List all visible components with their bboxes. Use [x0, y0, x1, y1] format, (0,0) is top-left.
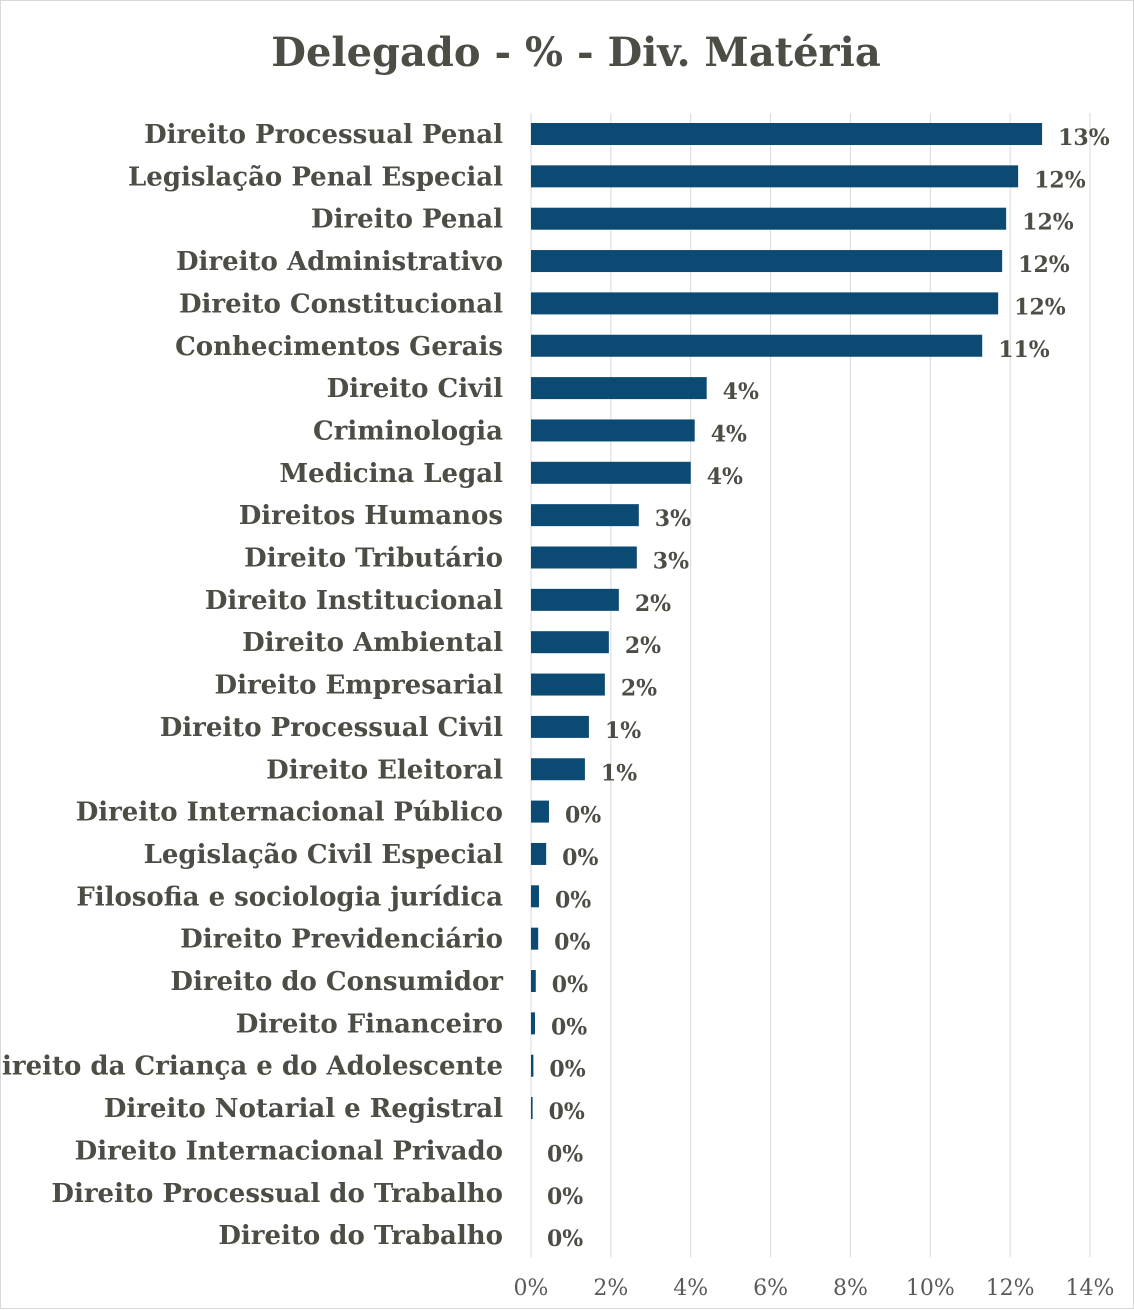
bar — [531, 927, 539, 950]
bar — [531, 970, 536, 992]
data-label: 3% — [653, 549, 689, 575]
bar — [531, 885, 539, 908]
category-label: Conhecimentos Gerais — [175, 332, 503, 362]
data-label: 12% — [1018, 252, 1070, 278]
bar — [531, 123, 1043, 145]
bar — [531, 250, 1003, 273]
data-label: 2% — [635, 591, 671, 617]
data-label: 13% — [1058, 125, 1110, 151]
data-label: 12% — [1014, 294, 1066, 320]
data-label: 2% — [625, 633, 661, 659]
category-label: Direito Eleitoral — [266, 755, 503, 785]
data-label: 0% — [547, 1184, 583, 1210]
category-label: Direito Empresarial — [215, 671, 504, 701]
category-label: Direito Civil — [327, 374, 503, 404]
x-tick-label: 10% — [906, 1276, 955, 1301]
data-label: 0% — [547, 1226, 583, 1252]
data-label: 0% — [565, 803, 601, 829]
x-tick-label: 6% — [753, 1276, 788, 1301]
category-label: Direito Tributário — [244, 544, 503, 574]
data-label: 3% — [655, 506, 691, 532]
bar — [531, 631, 609, 654]
data-label: 1% — [601, 760, 637, 786]
category-label: Direito do Trabalho — [218, 1221, 503, 1251]
bar — [531, 842, 547, 865]
bar — [531, 800, 549, 823]
x-tick-label: 4% — [673, 1276, 708, 1301]
bar — [531, 546, 637, 569]
bar — [531, 334, 983, 357]
value-labels: 13%12%12%12%12%11%4%4%4%3%3%2%2%2%1%1%0%… — [547, 125, 1110, 1252]
category-label: Direito Financeiro — [236, 1009, 503, 1039]
bar — [531, 504, 639, 527]
data-label: 12% — [1034, 167, 1086, 193]
category-label: Direitos Humanos — [239, 501, 503, 531]
data-label: 4% — [707, 464, 743, 490]
bar — [531, 588, 619, 611]
bar — [531, 1054, 534, 1077]
category-label: Direito Internacional Privado — [75, 1136, 503, 1166]
category-label: Criminologia — [313, 416, 503, 446]
category-label: Direito Processual Civil — [160, 713, 503, 743]
category-labels: Direito Processual Penal Legislação Penal… — [1, 120, 503, 1251]
category-label: Direito Constitucional — [179, 289, 503, 319]
x-tick-label: 14% — [1066, 1276, 1115, 1301]
gridlines — [530, 113, 1091, 1257]
data-label: 1% — [605, 718, 641, 744]
bar — [531, 673, 605, 696]
bar — [531, 377, 707, 400]
data-label: 11% — [998, 337, 1050, 363]
data-label: 0% — [549, 1099, 585, 1125]
category-label: Direito da Criança e do Adolescente — [1, 1052, 503, 1082]
data-label: 0% — [549, 1057, 585, 1083]
category-label: Medicina Legal — [279, 459, 503, 489]
category-label: Direito do Consumidor — [170, 967, 503, 997]
data-label: 0% — [547, 1141, 583, 1167]
category-label: Direito Previdenciário — [180, 925, 503, 955]
data-label: 12% — [1022, 210, 1074, 236]
chart-title: Delegado - % - Div. Matéria — [271, 29, 881, 76]
data-label: 0% — [554, 930, 590, 956]
category-label: Filosofia e sociologia jurídica — [76, 882, 503, 912]
category-label: Direito Notarial e Registral — [104, 1094, 503, 1124]
x-tick-label: 8% — [833, 1276, 868, 1301]
bar — [531, 1097, 533, 1120]
bar — [531, 758, 585, 781]
x-axis-tick-labels: 0% 2% 4% 6% 8% 10% 12% 14% — [514, 1276, 1115, 1301]
category-label: Legislação Penal Especial — [128, 162, 503, 192]
bar — [531, 207, 1007, 230]
data-label: 0% — [552, 972, 588, 998]
bar — [531, 461, 691, 484]
x-tick-label: 0% — [514, 1276, 549, 1301]
bar — [531, 419, 695, 442]
bar — [531, 1012, 535, 1035]
bars — [531, 123, 1043, 1120]
bar — [531, 165, 1019, 188]
data-label: 0% — [551, 1014, 587, 1040]
category-label: Direito Administrativo — [176, 247, 503, 277]
category-label: Direito Institucional — [205, 586, 503, 616]
category-label: Direito Processual Penal — [144, 120, 503, 150]
data-label: 0% — [562, 845, 598, 871]
bar — [531, 715, 589, 738]
category-label: Legislação Civil Especial — [144, 840, 504, 870]
bar — [531, 292, 999, 315]
category-label: Direito Penal — [311, 205, 503, 235]
data-label: 4% — [723, 379, 759, 405]
data-label: 2% — [621, 676, 657, 702]
category-label: Direito Processual do Trabalho — [51, 1179, 503, 1209]
data-label: 4% — [711, 421, 747, 447]
x-tick-label: 2% — [593, 1276, 628, 1301]
data-label: 0% — [555, 887, 591, 913]
category-label: Direito Ambiental — [242, 628, 503, 658]
x-tick-label: 12% — [986, 1276, 1035, 1301]
category-label: Direito Internacional Público — [76, 798, 503, 828]
